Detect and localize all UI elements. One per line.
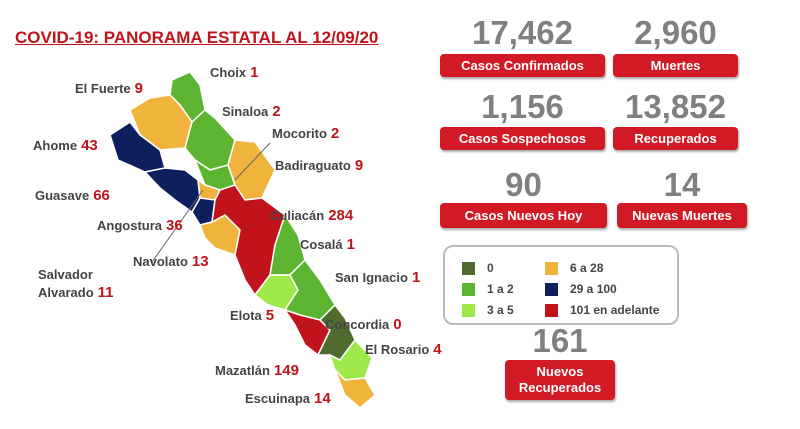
legend-item: 1 a 2 <box>462 282 514 296</box>
municipality: Mazatlán 149 <box>215 362 299 380</box>
legend-label: 1 a 2 <box>487 282 514 296</box>
municipality-value: 11 <box>97 284 114 301</box>
municipality-value: 66 <box>93 187 110 204</box>
region-escuinapa <box>334 369 376 409</box>
stat-label: Nuevos Recuperados <box>505 360 615 400</box>
stat-label: Nuevas Muertes <box>617 203 747 228</box>
municipality: Concordia 0 <box>325 316 402 334</box>
legend-swatch <box>545 261 558 275</box>
municipality: El Fuerte 9 <box>75 80 143 98</box>
stat-label: Casos Sospechosos <box>440 127 605 150</box>
municipality-value: 14 <box>314 390 331 407</box>
legend-swatch <box>462 282 475 296</box>
municipality: Mocorito 2 <box>272 125 339 143</box>
legend-item: 6 a 28 <box>545 261 603 275</box>
legend-item: 0 <box>462 261 494 275</box>
legend-label: 6 a 28 <box>570 261 604 275</box>
stat-label: Muertes <box>613 54 738 77</box>
legend-item: 101 en adelante <box>545 303 659 317</box>
municipality-value: 1 <box>411 269 421 286</box>
municipality-name: Concordia <box>325 317 390 332</box>
legend-label: 0 <box>487 261 494 275</box>
municipality-name: Ahome <box>33 138 78 153</box>
stat-value: 14 <box>663 166 701 203</box>
municipality-name: Escuinapa <box>245 391 311 406</box>
municipality: Badiraguato 9 <box>275 157 363 175</box>
municipality: San Ignacio 1 <box>335 269 420 287</box>
municipality-name: Guasave <box>35 188 90 203</box>
municipality: Angostura 36 <box>97 217 183 235</box>
municipality: Navolato 13 <box>133 253 209 271</box>
legend-label: 3 a 5 <box>487 303 514 317</box>
municipality-name: Culiacán <box>270 208 325 223</box>
municipality-name: Sinaloa <box>222 104 269 119</box>
municipality: El Rosario 4 <box>365 341 442 359</box>
municipality-name: El Rosario <box>365 342 430 357</box>
municipality: Culiacán 284 <box>270 207 353 225</box>
municipality-value: 2 <box>330 125 340 142</box>
legend-swatch <box>462 303 475 317</box>
municipality-name: Navolato <box>133 254 188 269</box>
municipality: Elota 5 <box>230 307 274 325</box>
legend-item: 3 a 5 <box>462 303 514 317</box>
municipality-name: Mocorito <box>272 126 327 141</box>
municipality: Choix 1 <box>210 64 258 82</box>
stat-value: 2,960 <box>634 14 717 51</box>
municipality: Cosalá 1 <box>300 236 355 254</box>
municipality-name: Badiraguato <box>275 158 351 173</box>
municipality-name: Salvador Alvarado <box>38 267 94 300</box>
municipality-name: Elota <box>230 308 262 323</box>
municipality-name: Mazatlán <box>215 363 270 378</box>
municipality-value: 9 <box>354 157 364 174</box>
municipality-value: 284 <box>328 207 354 224</box>
legend-label: 101 en adelante <box>570 303 660 317</box>
municipality-name: Cosalá <box>300 237 343 252</box>
legend-swatch <box>545 282 558 296</box>
legend: 0 6 a 28 1 a 2 29 a 100 3 a 5 101 en adelante <box>443 245 679 325</box>
municipality-value: 9 <box>134 80 143 97</box>
municipality: Guasave 66 <box>35 187 110 205</box>
municipality: Escuinapa 14 <box>245 390 331 408</box>
region-ahome <box>109 120 166 173</box>
leader-line <box>151 189 204 263</box>
legend-label: 29 a 100 <box>570 282 617 296</box>
municipality-value: 0 <box>393 316 402 333</box>
municipality-value: 4 <box>433 341 442 358</box>
municipality-value: 13 <box>191 253 209 270</box>
municipality-value: 5 <box>265 307 275 324</box>
municipality-value: 1 <box>250 64 259 81</box>
municipality-name: El Fuerte <box>75 81 131 96</box>
stat-value: 1,156 <box>481 88 564 125</box>
municipality-value: 149 <box>273 362 299 379</box>
municipality-name: Angostura <box>97 218 162 233</box>
municipality-value: 43 <box>81 137 98 154</box>
stat-label: Casos Confirmados <box>440 54 605 77</box>
stat-value: 161 <box>532 322 588 359</box>
legend-swatch <box>545 303 558 317</box>
municipality: Salvador Alvarado 11 <box>38 266 133 302</box>
municipality-value: 1 <box>346 236 355 253</box>
stat-label: Recuperados <box>613 127 738 150</box>
legend-item: 29 a 100 <box>545 282 617 296</box>
municipality: Ahome 43 <box>33 137 98 155</box>
municipality: Sinaloa 2 <box>222 103 281 121</box>
stat-value: 13,852 <box>625 88 726 125</box>
stat-value: 17,462 <box>472 14 573 51</box>
stat-label: Casos Nuevos Hoy <box>440 203 607 228</box>
municipality-value: 2 <box>272 103 281 120</box>
municipality-name: Choix <box>210 65 247 80</box>
leader-line <box>234 142 271 181</box>
stat-value: 90 <box>505 166 542 203</box>
legend-swatch <box>462 261 475 275</box>
municipality-name: San Ignacio <box>335 270 408 285</box>
title: COVID-19: PANORAMA ESTATAL AL 12/09/20 <box>15 28 379 47</box>
municipality-value: 36 <box>166 217 183 234</box>
